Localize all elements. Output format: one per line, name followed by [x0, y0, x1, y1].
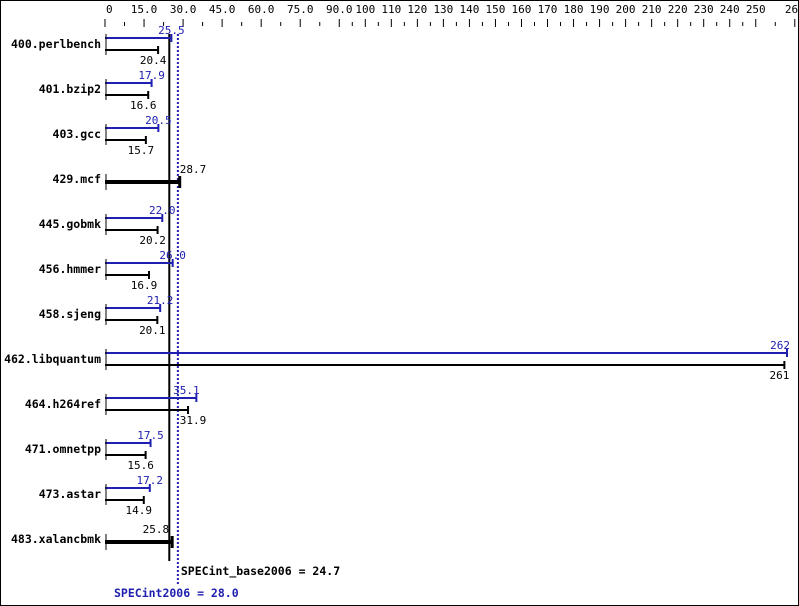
peak-value-label: 25.5 — [158, 24, 185, 37]
peak-value-label: 20.5 — [145, 114, 172, 127]
benchmark-label: 456.hmmer — [39, 262, 101, 276]
base-value-label: 28.7 — [180, 163, 207, 176]
peak-value-label: 17.2 — [137, 474, 164, 487]
tick-label: 90.0 — [326, 3, 353, 16]
tick-label: 170 — [538, 3, 558, 16]
peak-value-label: 17.9 — [138, 69, 165, 82]
benchmark-label: 445.gobmk — [39, 217, 101, 231]
base-summary-label: SPECint_base2006 = 24.7 — [181, 564, 340, 579]
tick-label: 210 — [642, 3, 662, 16]
peak-value-label: 26.0 — [159, 249, 186, 262]
tick-label: 265 — [785, 3, 798, 16]
tick-label: 120 — [407, 3, 427, 16]
tick-label: 75.0 — [287, 3, 314, 16]
peak-value-label: 22.0 — [149, 204, 176, 217]
benchmark-label: 403.gcc — [53, 127, 101, 141]
tick-label: 200 — [616, 3, 636, 16]
tick-label: 230 — [694, 3, 714, 16]
benchmark-label: 458.sjeng — [39, 307, 101, 321]
base-value-label: 20.1 — [139, 324, 166, 337]
benchmark-label: 464.h264ref — [25, 397, 101, 411]
tick-label: 250 — [746, 3, 766, 16]
tick-label: 60.0 — [248, 3, 275, 16]
benchmark-label: 473.astar — [39, 487, 101, 501]
base-value-label: 15.7 — [128, 144, 155, 157]
peak-value-label: 17.5 — [137, 429, 164, 442]
tick-label: 100 — [355, 3, 375, 16]
benchmark-label: 429.mcf — [53, 172, 102, 186]
peak-value-label: 35.1 — [173, 384, 200, 397]
benchmark-label: 401.bzip2 — [39, 82, 101, 96]
tick-label: 15.0 — [131, 3, 158, 16]
peak-value-label: 21.2 — [147, 294, 174, 307]
base-value-label: 25.8 — [143, 523, 170, 536]
base-value-label: 15.6 — [127, 459, 154, 472]
base-value-label: 14.9 — [126, 504, 153, 517]
peak-summary-label: SPECint2006 = 28.0 — [114, 586, 239, 600]
base-value-label: 20.4 — [140, 54, 167, 67]
tick-label: 130 — [433, 3, 453, 16]
peak-value-label: 262 — [770, 339, 790, 352]
tick-label: 110 — [381, 3, 401, 16]
base-value-label: 31.9 — [180, 414, 207, 427]
tick-label: 190 — [590, 3, 610, 16]
benchmark-label: 483.xalancbmk — [11, 532, 101, 546]
tick-label: 140 — [459, 3, 479, 16]
tick-label: 240 — [720, 3, 740, 16]
tick-label: 0 — [106, 3, 113, 16]
tick-label: 160 — [512, 3, 532, 16]
benchmark-label: 462.libquantum — [4, 352, 101, 366]
benchmark-label: 471.omnetpp — [25, 442, 101, 456]
tick-label: 220 — [668, 3, 688, 16]
tick-label: 150 — [486, 3, 506, 16]
base-value-label: 16.6 — [130, 99, 157, 112]
tick-label: 45.0 — [209, 3, 236, 16]
tick-label: 180 — [564, 3, 584, 16]
base-value-label: 20.2 — [139, 234, 166, 247]
benchmark-label: 400.perlbench — [11, 37, 101, 51]
base-value-label: 16.9 — [131, 279, 158, 292]
base-value-label: 261 — [770, 369, 790, 382]
tick-label: 30.0 — [170, 3, 197, 16]
